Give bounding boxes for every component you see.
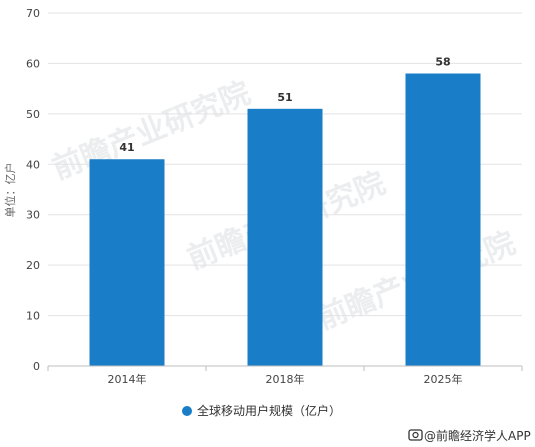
y-axis-label: 单位：亿户 [3, 163, 17, 218]
x-tick-label: 2018年 [266, 372, 305, 386]
y-tick-label: 40 [26, 158, 40, 171]
camera-icon [408, 429, 423, 441]
y-tick-label: 30 [26, 209, 40, 222]
x-tick-label: 2014年 [108, 372, 147, 386]
y-tick-label: 0 [33, 360, 40, 373]
bars [89, 73, 481, 367]
legend: 全球移动用户规模（亿户） [182, 403, 341, 418]
y-tick-label: 70 [26, 7, 40, 20]
x-tick-label: 2025年 [424, 372, 463, 386]
y-tick-label: 20 [26, 259, 40, 272]
bar [405, 73, 481, 366]
y-tick-label: 50 [26, 108, 40, 121]
data-labels: 41 51 58 [119, 56, 450, 155]
y-tick-label: 60 [26, 57, 40, 70]
y-axis-ticks: 0 10 20 30 40 50 60 70 [26, 7, 40, 373]
bar [247, 108, 323, 367]
legend-marker [182, 406, 192, 416]
x-axis-ticks: 2014年 2018年 2025年 [47, 366, 523, 386]
credit: @前瞻经济学人APP [408, 428, 531, 443]
legend-label: 全球移动用户规模（亿户） [197, 403, 341, 418]
data-label: 41 [119, 141, 134, 154]
data-label: 51 [277, 91, 292, 104]
bar [89, 159, 165, 366]
y-tick-label: 10 [26, 310, 40, 323]
data-label: 58 [435, 56, 450, 69]
credit-text: @前瞻经济学人APP [424, 428, 531, 443]
